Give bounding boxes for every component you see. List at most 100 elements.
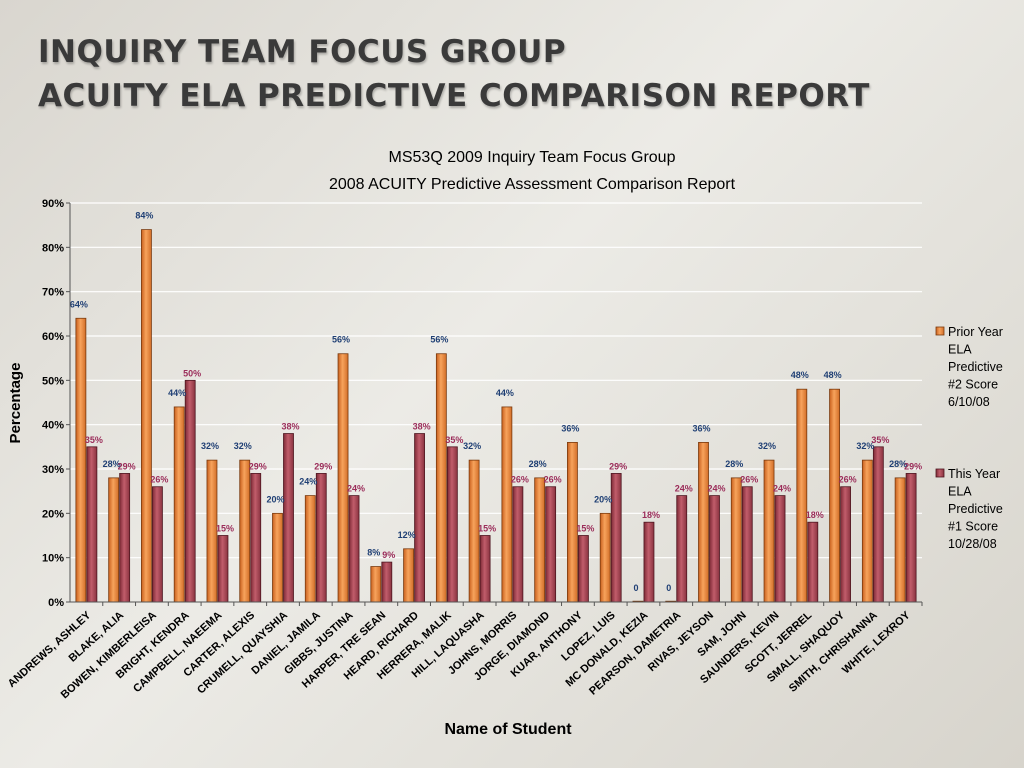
bar-prior-year — [894, 477, 906, 603]
bar-prior-year — [370, 566, 382, 603]
slide-title-line1: INQUIRY TEAM FOCUS GROUP — [38, 34, 567, 70]
data-label-prior-year: 20% — [266, 494, 284, 504]
bar-this-year — [250, 473, 262, 603]
bar-this-year — [774, 495, 786, 603]
bar-this-year — [152, 486, 163, 603]
data-label-this-year: 15% — [478, 524, 496, 534]
y-axis-title: Percentage — [7, 363, 24, 444]
data-label-this-year: 35% — [85, 435, 103, 445]
bar-prior-year — [141, 229, 152, 603]
bar-this-year — [217, 535, 229, 603]
bar-prior-year — [534, 477, 546, 603]
legend-label: ELA — [948, 485, 972, 499]
y-tick-label: 20% — [42, 508, 64, 520]
y-tick-label: 50% — [42, 375, 64, 387]
bar-prior-year — [108, 477, 120, 603]
bar-prior-year — [829, 388, 840, 603]
data-label-prior-year: 48% — [791, 370, 809, 380]
y-tick-label: 70% — [42, 287, 64, 299]
bar-this-year — [86, 446, 98, 603]
data-label-this-year: 50% — [183, 368, 201, 378]
data-label-prior-year: 64% — [70, 299, 88, 309]
data-label-prior-year: 48% — [824, 370, 842, 380]
x-axis-title: Name of Student — [444, 721, 572, 738]
data-labels: 64%35%28%29%84%26%44%50%32%15%32%29%20%3… — [70, 211, 922, 593]
data-label-this-year: 9% — [382, 550, 395, 560]
bar-prior-year — [337, 353, 349, 603]
legend-swatch-prior-year — [935, 326, 945, 336]
bar-prior-year — [403, 548, 414, 603]
y-tick-label: 10% — [42, 553, 64, 565]
y-tick-label: 30% — [42, 464, 64, 476]
data-label-this-year: 26% — [740, 475, 758, 485]
bars — [75, 229, 917, 603]
bar-this-year — [119, 473, 131, 603]
data-label-this-year: 26% — [150, 475, 168, 485]
bar-this-year — [446, 446, 458, 603]
bar-this-year — [643, 521, 655, 603]
data-label-this-year: 15% — [576, 524, 594, 534]
data-label-prior-year: 24% — [299, 477, 317, 487]
data-label-this-year: 24% — [707, 484, 725, 494]
data-label-prior-year: 32% — [234, 441, 252, 451]
bar-this-year — [709, 495, 720, 603]
data-label-this-year: 29% — [314, 461, 332, 471]
data-label-this-year: 26% — [511, 475, 529, 485]
data-label-this-year: 29% — [118, 461, 136, 471]
slide-title-line2: ACUITY ELA PREDICTIVE COMPARISON REPORT — [38, 78, 870, 114]
data-label-prior-year: 44% — [496, 388, 514, 398]
data-label-prior-year: 28% — [725, 459, 743, 469]
bar-this-year — [381, 561, 393, 603]
bar-this-year — [283, 433, 294, 603]
legend: Prior Year ELA Predictive #2 Score 6/10/08 Th… — [935, 325, 1003, 551]
data-label-this-year: 29% — [904, 461, 922, 471]
bar-prior-year — [501, 406, 513, 603]
data-label-this-year: 18% — [642, 510, 660, 520]
bar-this-year — [676, 495, 688, 603]
chart-title: MS53Q 2009 Inquiry Team Focus Group — [389, 149, 676, 166]
data-label-this-year: 26% — [544, 475, 562, 485]
bar-this-year — [872, 446, 884, 603]
data-label-prior-year: 56% — [430, 335, 448, 345]
legend-label: Prior Year — [948, 325, 1003, 339]
bar-this-year — [414, 433, 425, 603]
bar-this-year — [479, 535, 491, 603]
bar-this-year — [315, 473, 327, 603]
data-label-prior-year: 0 — [633, 583, 638, 593]
data-label-prior-year: 28% — [889, 459, 907, 469]
slide-title: INQUIRY TEAM FOCUS GROUP ACUITY ELA PRED… — [38, 30, 870, 118]
bar-prior-year — [173, 406, 185, 603]
y-tick-label: 0% — [48, 597, 64, 609]
data-label-this-year: 35% — [871, 435, 889, 445]
bar-prior-year — [599, 512, 611, 603]
data-label-this-year: 26% — [839, 475, 857, 485]
y-tick-label: 40% — [42, 420, 64, 432]
bar-this-year — [905, 473, 917, 603]
bar-this-year — [578, 535, 589, 603]
data-label-this-year: 24% — [347, 484, 365, 494]
data-label-this-year: 18% — [806, 510, 824, 520]
y-tick-label: 90% — [42, 198, 64, 210]
data-label-this-year: 24% — [675, 484, 693, 494]
bar-this-year — [807, 521, 819, 603]
data-label-prior-year: 36% — [561, 423, 579, 433]
data-label-this-year: 29% — [609, 461, 627, 471]
data-label-prior-year: 8% — [367, 548, 380, 558]
data-label-prior-year: 56% — [332, 335, 350, 345]
legend-label: This Year — [948, 467, 1000, 481]
data-label-prior-year: 28% — [103, 459, 121, 469]
bar-prior-year — [304, 495, 316, 603]
data-label-prior-year: 84% — [135, 211, 153, 221]
data-label-prior-year: 36% — [692, 423, 710, 433]
chart-subtitle: 2008 ACUITY Predictive Assessment Compar… — [329, 176, 736, 193]
bar-this-year — [545, 486, 557, 603]
legend-label: ELA — [948, 343, 972, 357]
data-label-this-year: 29% — [249, 461, 267, 471]
bar-this-year — [741, 486, 753, 603]
bar-this-year — [348, 495, 360, 603]
bar-this-year — [184, 379, 196, 603]
legend-label: #1 Score — [948, 520, 998, 534]
legend-swatch-this-year — [935, 468, 945, 478]
bar-prior-year — [796, 388, 808, 603]
